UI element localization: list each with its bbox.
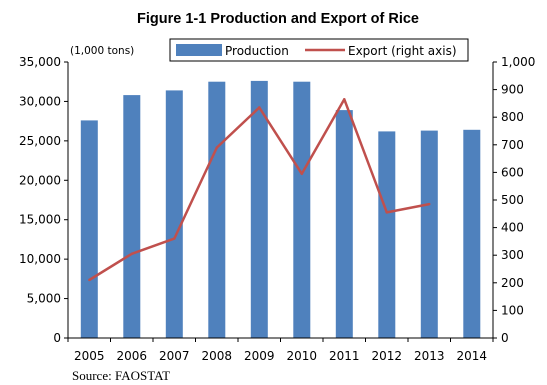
source-note: Source: FAOSTAT (72, 368, 170, 383)
bar-production-2005 (80, 120, 98, 339)
x-tick-label: 2006 (116, 349, 147, 363)
right-tick-label: 100 (501, 303, 524, 317)
export-point-2010 (300, 172, 303, 175)
x-tick-label: 2013 (414, 349, 445, 363)
export-point-2007 (173, 237, 176, 240)
x-tick-label: 2014 (456, 349, 487, 363)
bar-production-2007 (165, 90, 183, 339)
right-tick-label: 700 (501, 138, 524, 152)
right-tick-label: 800 (501, 110, 524, 124)
legend-production-swatch (176, 44, 222, 56)
export-point-2013 (428, 202, 431, 206)
left-tick-label: 0 (53, 331, 61, 345)
left-y-tick-labels: 0 5,000 10,000 15,000 20,000 25,000 30,000 35,0… (19, 55, 61, 345)
x-tick-label: 2012 (371, 349, 402, 363)
bar-production-2006 (123, 95, 141, 338)
bar-production-2011 (335, 110, 353, 338)
export-point-2008 (215, 146, 218, 149)
right-tick-label: 900 (501, 83, 524, 97)
chart-title: Figure 1-1 Production and Export of Rice (137, 11, 419, 27)
x-tick-label: 2005 (74, 349, 105, 363)
bar-production-2012 (378, 131, 396, 338)
legend-production-label: Production (225, 44, 289, 58)
unit-label: (1,000 tons) (70, 45, 134, 57)
left-tick-label: 15,000 (19, 213, 61, 227)
right-tick-label: 300 (501, 248, 524, 262)
export-point-2005 (88, 278, 91, 282)
legend: Production Export (right axis) (169, 38, 469, 62)
right-tick-label: 500 (501, 193, 524, 207)
left-tick-label: 30,000 (19, 94, 61, 108)
export-point-2009 (258, 106, 261, 109)
right-tick-label: 0 (501, 331, 509, 345)
export-line (88, 98, 431, 282)
x-tick-label: 2011 (329, 349, 360, 363)
left-tick-label: 5,000 (27, 292, 61, 306)
right-tick-label: 600 (501, 165, 524, 179)
bar-production-2008 (208, 81, 226, 338)
production-bars (80, 80, 481, 339)
axes (64, 61, 497, 342)
export-point-2012 (385, 211, 388, 214)
x-tick-label: 2009 (244, 349, 275, 363)
x-tick-label: 2007 (159, 349, 190, 363)
right-tick-label: 200 (501, 276, 524, 290)
export-point-2006 (130, 252, 133, 255)
right-y-tick-labels: 0 100 200 300 400 500 600 700 800 900 1,000 (501, 55, 535, 345)
legend-export-label: Export (right axis) (348, 44, 457, 58)
x-tick-label: 2010 (286, 349, 317, 363)
bar-production-2014 (463, 129, 481, 338)
left-tick-label: 25,000 (19, 134, 61, 148)
x-tick-labels: 2005 2006 2007 2008 2009 2010 2011 2012 2013 2014 (74, 349, 487, 363)
bar-production-2009 (250, 80, 268, 339)
export-point-2011 (343, 98, 346, 101)
bar-production-2013 (420, 130, 438, 338)
left-tick-label: 20,000 (19, 173, 61, 187)
left-tick-label: 10,000 (19, 252, 61, 266)
left-tick-label: 35,000 (19, 55, 61, 69)
x-tick-label: 2008 (201, 349, 232, 363)
right-tick-label: 400 (501, 221, 524, 235)
right-tick-label: 1,000 (501, 55, 535, 69)
bar-production-2010 (293, 81, 311, 338)
